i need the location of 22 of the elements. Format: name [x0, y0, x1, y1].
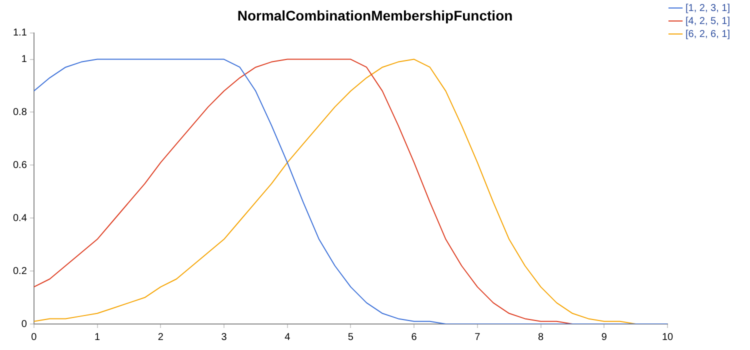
legend-label: [6, 2, 6, 1]: [686, 28, 730, 40]
x-tick-label: 9: [601, 332, 608, 343]
x-tick-label: 7: [474, 332, 481, 343]
y-tick-label: 0.4: [12, 212, 28, 224]
x-tick-label: 3: [221, 332, 228, 343]
x-tick-label: 4: [284, 332, 291, 343]
y-tick-label: 0.8: [12, 106, 28, 118]
x-tick-label: 10: [662, 332, 674, 343]
legend-label: [4, 2, 5, 1]: [686, 16, 730, 27]
x-tick-label: 0: [31, 332, 38, 343]
y-tick-label: 0: [21, 318, 28, 330]
x-tick-label: 6: [411, 332, 418, 343]
y-tick-label: 0.2: [12, 266, 28, 277]
x-tick-label: 8: [538, 332, 544, 343]
x-tick-label: 1: [94, 332, 100, 343]
legend-label: [1, 2, 3, 1]: [686, 2, 730, 14]
chart-title: NormalCombinationMembershipFunction: [237, 7, 513, 24]
y-tick-label: 1.1: [12, 28, 28, 39]
x-tick-label: 5: [348, 332, 354, 343]
y-tick-label: 0.6: [12, 160, 28, 171]
y-tick-label: 1: [21, 54, 28, 66]
x-tick-label: 2: [158, 332, 164, 343]
